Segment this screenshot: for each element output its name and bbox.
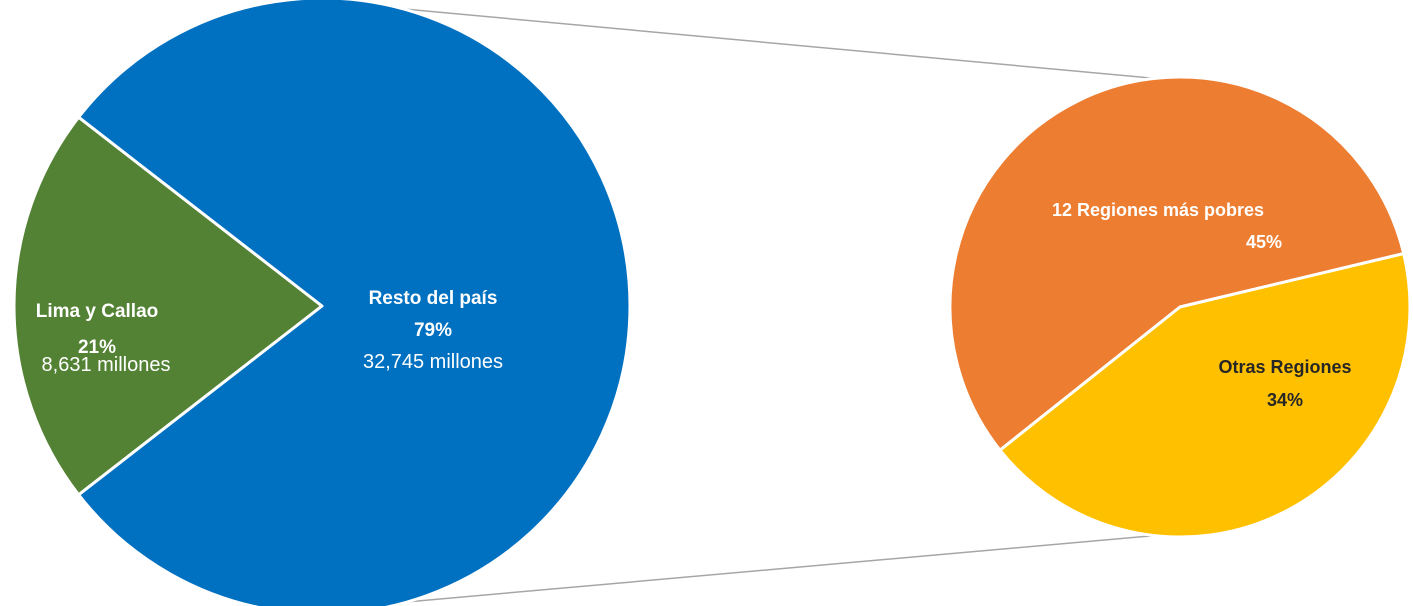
label-lima-y-callao-amount: 8,631 millones [42, 354, 171, 376]
pie-slice-12-regiones-mas-pobres[interactable] [948, 75, 1406, 452]
label-12-regiones-name: 12 Regiones más pobres [1052, 200, 1264, 220]
label-resto-del-pais-amount: 32,745 millones [363, 351, 503, 373]
pie-slice-resto-del-pais[interactable] [77, 0, 632, 606]
connector-line-top [371, 5, 1173, 81]
label-resto-del-pais-percent: 79% [414, 320, 452, 341]
pie-slice-lima-y-callao[interactable] [12, 115, 324, 497]
main-pie [12, 0, 632, 606]
data-label-12-regiones-mas-pobres: 12 Regiones más pobres 45% [1052, 200, 1282, 252]
label-resto-del-pais-name: Resto del país [369, 288, 498, 309]
data-label-lima-y-callao: Lima y Callao 21% 8,631 millones [36, 301, 171, 376]
connector-line-bottom [371, 533, 1173, 606]
label-lima-y-callao-percent: 21% [78, 337, 116, 358]
label-otras-regiones-percent: 34% [1267, 390, 1303, 410]
pie-slice-otras-regiones[interactable] [998, 252, 1412, 539]
label-lima-y-callao-name: Lima y Callao [36, 301, 159, 322]
secondary-pie [948, 75, 1412, 539]
data-label-otras-regiones: Otras Regiones 34% [1218, 357, 1351, 410]
label-otras-regiones-name: Otras Regiones [1218, 357, 1351, 377]
data-label-resto-del-pais: Resto del país 79% 32,745 millones [363, 288, 503, 373]
label-12-regiones-percent: 45% [1246, 232, 1282, 252]
